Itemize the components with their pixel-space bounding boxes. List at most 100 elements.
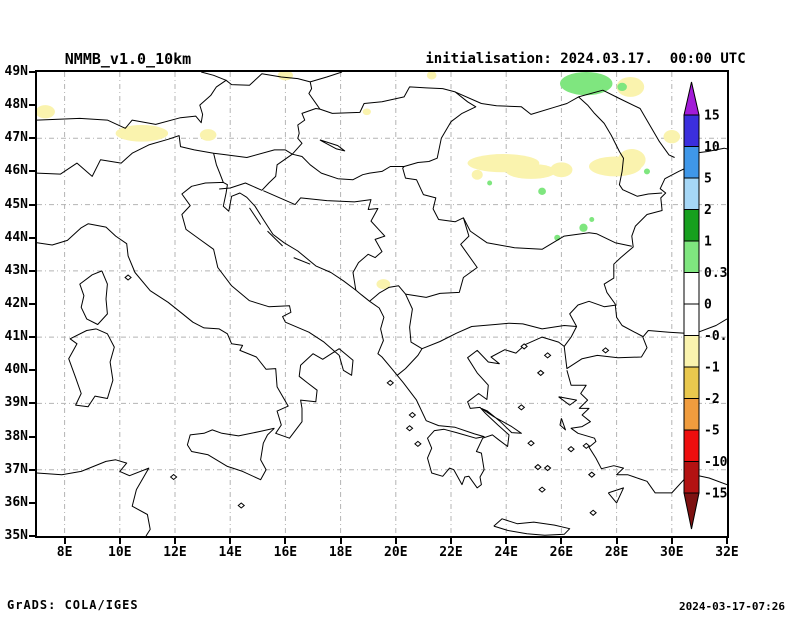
- island-dot: [414, 440, 422, 448]
- map-line: [454, 91, 663, 197]
- colorbar-segment: [683, 366, 700, 399]
- colorbar-segment: [683, 272, 700, 305]
- colorbar-segment: [683, 303, 700, 336]
- grads-credit: GrADS: COLA/IGES: [7, 598, 139, 612]
- lon-axis-label: 22E: [439, 545, 463, 560]
- lon-axis-label: 18E: [328, 545, 353, 560]
- snow-patch: [376, 279, 391, 290]
- lat-axis-label: 47N: [4, 130, 28, 146]
- lon-axis-tick: [505, 538, 508, 544]
- lat-axis-tick: [29, 369, 35, 372]
- lon-axis-tick: [560, 538, 563, 544]
- lat-axis-label: 48N: [4, 97, 28, 113]
- island-dot: [589, 509, 597, 516]
- map-plot: 15 10 5 2 1 0.3 0 -0.3 -1 -2 -5 -10 -15: [35, 70, 729, 538]
- map-line: [213, 153, 224, 183]
- lon-axis-tick: [450, 538, 452, 544]
- lon-axis-label: 26E: [549, 545, 574, 560]
- lat-axis-tick: [29, 170, 35, 173]
- snow-patch: [471, 169, 483, 180]
- lon-axis-label: 30E: [660, 545, 684, 560]
- lon-axis-tick: [615, 538, 618, 544]
- lon-axis-label: 14E: [218, 545, 242, 560]
- snow-patch: [617, 149, 646, 171]
- lat-axis-tick: [29, 535, 35, 537]
- map-line: [79, 270, 108, 325]
- map-line: [37, 459, 151, 536]
- map-line: [186, 427, 275, 481]
- island-dot: [543, 464, 552, 472]
- lon-axis-tick: [174, 538, 176, 544]
- lat-axis-tick: [29, 402, 35, 405]
- lat-axis-label: 40N: [4, 362, 28, 378]
- island-dot: [408, 411, 417, 419]
- colorbar-segment: [683, 146, 700, 179]
- lon-axis-tick: [726, 538, 728, 544]
- colorbar-segment: [683, 209, 700, 242]
- snow-patch: [617, 82, 627, 92]
- snow-patch: [115, 125, 169, 142]
- colorbar-cap-bottom: [683, 492, 700, 530]
- colorbar-segment: [683, 461, 700, 494]
- map-line: [369, 285, 423, 376]
- island-dot: [386, 379, 395, 387]
- map-line: [263, 190, 386, 291]
- snow-patch: [277, 72, 293, 81]
- colorbar-label: 2: [704, 203, 712, 218]
- colorbar-label: -5: [704, 424, 720, 439]
- map-line: [37, 135, 293, 177]
- map-line: [219, 153, 293, 191]
- snow-patch: [579, 223, 588, 232]
- lat-axis-tick: [29, 104, 35, 107]
- lon-axis-label: 8E: [56, 545, 73, 560]
- lat-axis-tick: [29, 501, 35, 504]
- lat-axis-label: 38N: [4, 428, 28, 444]
- snow-patch: [362, 108, 371, 116]
- lat-axis-label: 49N: [4, 64, 28, 79]
- map-line: [267, 230, 283, 247]
- lon-axis-tick: [670, 538, 673, 544]
- map-line: [201, 72, 227, 81]
- lat-axis-tick: [29, 468, 35, 471]
- map-line: [558, 396, 578, 406]
- lat-axis-label: 39N: [4, 395, 28, 411]
- lat-axis-label: 43N: [4, 262, 28, 278]
- island-dot: [237, 502, 246, 509]
- colorbar-label: -2: [704, 392, 720, 407]
- lon-axis-label: 12E: [163, 545, 187, 560]
- lat-axis-label: 35N: [4, 528, 28, 543]
- island-dot: [520, 343, 528, 350]
- snow-patch: [37, 105, 55, 119]
- lon-axis-tick: [63, 538, 66, 544]
- lon-axis-tick: [339, 538, 342, 544]
- colorbar-label: -1: [704, 361, 720, 376]
- lon-axis-label: 24E: [494, 545, 518, 560]
- island-dot: [124, 274, 132, 281]
- snow-patch: [560, 72, 613, 96]
- snow-patch: [426, 72, 437, 80]
- lon-axis-tick: [284, 538, 287, 544]
- creation-timestamp: 2024-03-17-07:26: [679, 600, 785, 613]
- snow-patch: [487, 180, 493, 186]
- colorbar-segment: [683, 335, 700, 368]
- snow-patch: [538, 187, 546, 195]
- lat-axis-tick: [29, 303, 35, 305]
- lat-axis-tick: [29, 269, 35, 272]
- map-line: [481, 407, 522, 434]
- lat-axis-label: 45N: [4, 196, 28, 212]
- colorbar-segment: [683, 240, 700, 273]
- lat-axis-tick: [29, 203, 35, 206]
- lat-axis-label: 44N: [4, 229, 28, 245]
- init-time-label: initialisation: 2024.03.17. 00:00 UTC: [425, 51, 746, 67]
- colorbar-label: 15: [704, 109, 720, 124]
- map-line: [607, 487, 624, 504]
- lon-axis-tick: [229, 538, 232, 544]
- island-dot: [587, 471, 596, 478]
- map-line: [319, 139, 346, 152]
- colorbar-label: 10: [704, 140, 720, 155]
- map-line: [37, 73, 321, 129]
- map-line: [462, 217, 632, 250]
- snow-patch: [199, 129, 217, 141]
- lat-axis-tick: [29, 236, 35, 239]
